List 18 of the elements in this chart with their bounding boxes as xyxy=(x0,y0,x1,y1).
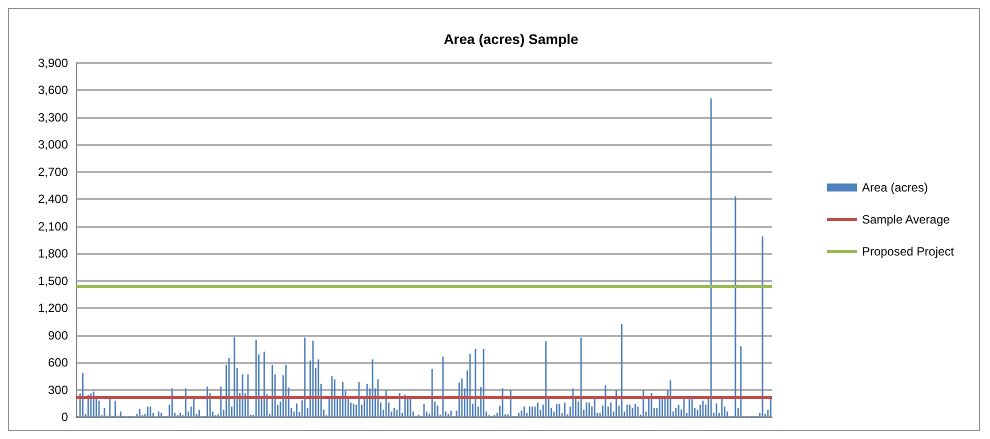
y-tick-label: 600 xyxy=(48,356,68,370)
y-tick-label: 2,400 xyxy=(38,192,68,206)
y-tick-label: 900 xyxy=(48,328,68,342)
y-tick-label: 3,000 xyxy=(38,138,68,152)
legend-label: Sample Average xyxy=(862,212,950,226)
y-tick-label: 2,700 xyxy=(38,164,68,179)
y-tick-label: 1,500 xyxy=(38,274,68,288)
y-tick-label: 1,200 xyxy=(38,301,68,316)
y-tick-label: 1,800 xyxy=(38,246,68,261)
y-tick-label: 2,100 xyxy=(38,219,68,234)
y-tick-label: 3,300 xyxy=(38,110,68,124)
legend-label: Area (acres) xyxy=(862,180,928,194)
chart-title: Area (acres) Sample xyxy=(444,31,579,47)
y-tick-label: 300 xyxy=(48,382,68,397)
y-tick-label: 3,600 xyxy=(38,83,68,98)
y-tick-label: 0 xyxy=(61,410,68,424)
y-tick-label: 3,900 xyxy=(38,56,68,70)
legend-label: Proposed Project xyxy=(862,244,955,258)
